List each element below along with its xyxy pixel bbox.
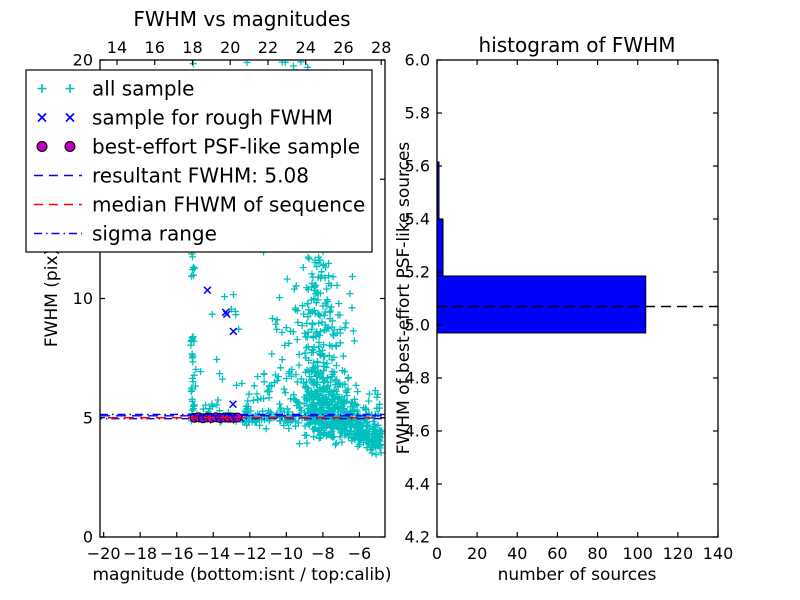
x-tick-label: 140 bbox=[703, 544, 734, 563]
top-x-tick-label: 20 bbox=[220, 38, 240, 57]
legend-plus-marker-icon bbox=[65, 84, 75, 93]
legend-circle-marker-icon bbox=[64, 141, 76, 152]
x-tick-label: −10 bbox=[269, 544, 303, 563]
legend-cross-marker-icon bbox=[37, 112, 47, 123]
x-tick-label: 100 bbox=[622, 544, 653, 563]
legend-plus-marker-icon bbox=[37, 84, 47, 93]
x-tick-label: −20 bbox=[87, 544, 121, 563]
y-tick-label: 5.8 bbox=[405, 104, 430, 123]
y-tick-label: 4.6 bbox=[405, 422, 430, 441]
right-histogram-plot: 0 20 40 60 80 100 120 140 4.2 4.4 4.6 4.8 5.0 5.2 5.4 5… bbox=[394, 33, 733, 585]
y-tick-label: 5 bbox=[83, 408, 93, 427]
legend-label: sample for rough FWHM bbox=[92, 106, 333, 130]
top-x-tick-label: 14 bbox=[107, 38, 127, 57]
histogram-bar bbox=[437, 218, 444, 277]
legend-label: resultant FWHM: 5.08 bbox=[92, 164, 309, 188]
legend-label: median FHWM of sequence bbox=[92, 193, 365, 217]
all-sample-points bbox=[187, 60, 385, 459]
x-tick-label: 120 bbox=[663, 544, 694, 563]
y-tick-label: 5.2 bbox=[405, 263, 430, 282]
right-plot-title: histogram of FWHM bbox=[479, 33, 676, 57]
x-tick-label: −8 bbox=[311, 544, 335, 563]
x-tick-label: −14 bbox=[196, 544, 230, 563]
top-x-tick-label: 16 bbox=[145, 38, 165, 57]
x-tick-label: 60 bbox=[547, 544, 567, 563]
left-plot-xlabel: magnitude (bottom:isnt / top:calib) bbox=[93, 565, 392, 585]
top-x-tick-label: 26 bbox=[333, 38, 353, 57]
y-tick-label: 5.0 bbox=[405, 316, 430, 335]
x-tick-label: 80 bbox=[587, 544, 607, 563]
legend-label: sigma range bbox=[92, 222, 217, 246]
legend-circle-marker-icon bbox=[36, 141, 48, 152]
legend-cross-marker-icon bbox=[65, 112, 75, 123]
top-x-tick-label: 18 bbox=[182, 38, 202, 57]
y-tick-label: 5.6 bbox=[405, 157, 430, 176]
legend-label: best-effort PSF-like sample bbox=[92, 135, 360, 159]
x-tick-label: −12 bbox=[233, 544, 267, 563]
right-plot-ylabel: FWHM of best-effort PSF-like sources bbox=[394, 142, 414, 455]
y-tick-label: 5.4 bbox=[405, 210, 430, 229]
left-plot-ticks: −20 −18 −16 −14 −12 −10 −8 −6 14 16 18 20 22 24 26 28 0 5… bbox=[73, 38, 392, 563]
left-plot-data-layer bbox=[100, 60, 385, 459]
top-x-tick-label: 24 bbox=[296, 38, 316, 57]
x-tick-label: 20 bbox=[467, 544, 487, 563]
top-x-tick-label: 28 bbox=[371, 38, 391, 57]
x-tick-label: 40 bbox=[507, 544, 527, 563]
legend-box bbox=[25, 69, 373, 253]
y-tick-label: 10 bbox=[73, 289, 93, 308]
right-axes-frame bbox=[436, 59, 719, 538]
left-plot-ylabel: FWHM (pix) bbox=[42, 249, 62, 347]
x-tick-label: 0 bbox=[432, 544, 442, 563]
top-x-tick-label: 22 bbox=[258, 38, 278, 57]
y-tick-label: 0 bbox=[83, 528, 93, 547]
legend-label: all sample bbox=[92, 77, 194, 101]
left-plot-title: FWHM vs magnitudes bbox=[133, 7, 350, 31]
legend: all sample sample for rough FWHM best-effo… bbox=[25, 69, 373, 253]
y-tick-label: 4.8 bbox=[405, 369, 430, 388]
y-tick-label: 4.2 bbox=[405, 528, 430, 547]
right-plot-ticks: 0 20 40 60 80 100 120 140 4.2 4.4 4.6 4.8 5.0 5.2 5.4 5… bbox=[405, 51, 734, 564]
y-tick-label: 20 bbox=[73, 51, 93, 70]
y-tick-label: 4.4 bbox=[405, 475, 430, 494]
x-tick-label: −6 bbox=[348, 544, 372, 563]
y-tick-label: 6.0 bbox=[405, 51, 430, 70]
x-tick-label: −16 bbox=[160, 544, 194, 563]
x-tick-label: −18 bbox=[123, 544, 157, 563]
histogram-bar bbox=[437, 275, 647, 334]
right-plot-xlabel: number of sources bbox=[498, 565, 657, 585]
